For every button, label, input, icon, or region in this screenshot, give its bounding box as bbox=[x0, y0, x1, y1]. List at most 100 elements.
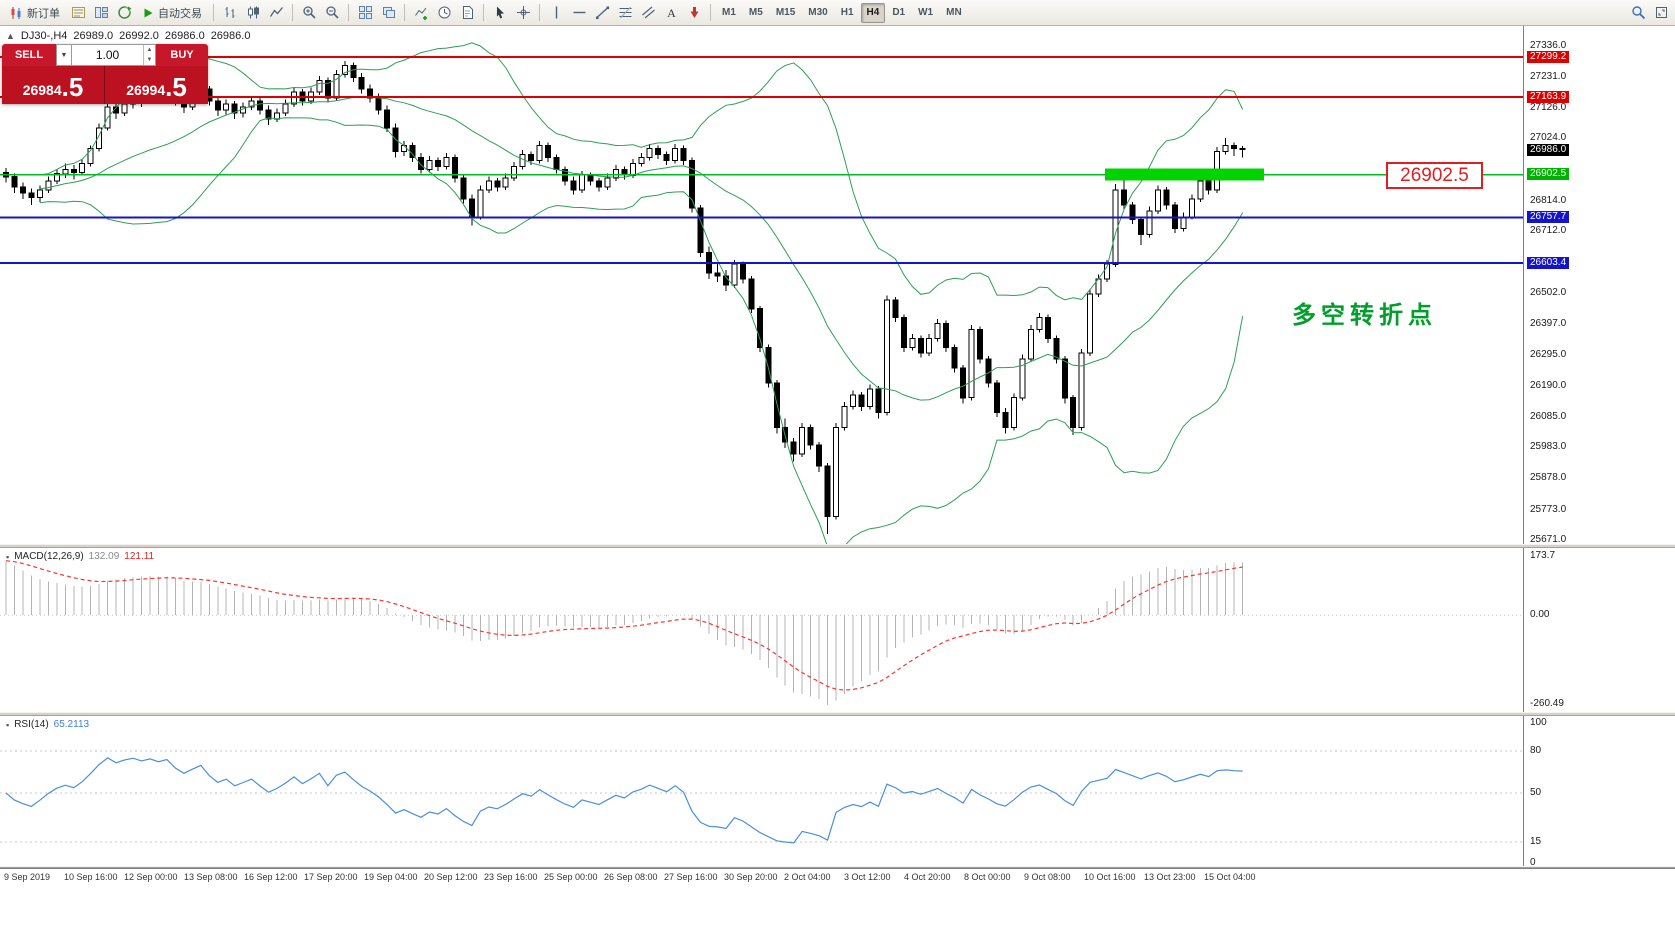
axis-tick: 27163.9 bbox=[1527, 91, 1570, 103]
cascade-windows-icon bbox=[382, 7, 395, 18]
tf-button-h4[interactable]: H4 bbox=[860, 2, 886, 23]
axis-tick: 26295.0 bbox=[1530, 349, 1567, 360]
macd-canvas[interactable] bbox=[0, 548, 1523, 712]
autotrading-label: 自动交易 bbox=[158, 7, 202, 20]
high-value: 26992.0 bbox=[119, 30, 159, 42]
price-callout-box[interactable]: 26902.5 bbox=[1386, 162, 1483, 189]
rsi-chart[interactable] bbox=[0, 716, 1523, 866]
tf-button-d1[interactable]: D1 bbox=[892, 7, 906, 18]
tile-windows-button[interactable] bbox=[354, 2, 376, 24]
zoom-in-button[interactable] bbox=[298, 2, 320, 24]
svg-text:A: A bbox=[667, 6, 676, 20]
rsi-collapse-icon[interactable]: ▪ bbox=[6, 719, 10, 730]
axis-tick: 26986.0 bbox=[1527, 144, 1570, 156]
tf-button-m5[interactable]: M5 bbox=[748, 7, 763, 18]
horizontal-line-button[interactable] bbox=[568, 2, 590, 24]
macd-axis[interactable]: 173.7 0.00 -260.49 bbox=[1523, 548, 1675, 712]
bollinger-band-line bbox=[39, 42, 1244, 301]
tf-button-h1[interactable]: H1 bbox=[840, 7, 854, 18]
terminal-button[interactable] bbox=[113, 2, 135, 24]
indicators-icon bbox=[414, 7, 427, 20]
time-tick: 8 Oct 00:00 bbox=[964, 872, 1011, 882]
sell-price-main: 26984 bbox=[22, 82, 62, 98]
volume-value[interactable]: 1.00 bbox=[95, 48, 120, 62]
time-tick: 9 Sep 2019 bbox=[4, 872, 51, 882]
tf-button-mn[interactable]: MN bbox=[946, 7, 962, 18]
one-click-trading-panel: SELL ▼ 1.00 ▲ ▼ BUY 26984 .5 26994 .5 bbox=[2, 44, 208, 104]
green-highlight-band[interactable] bbox=[1105, 168, 1264, 181]
line-chart-button[interactable] bbox=[265, 2, 287, 24]
fibonacci-icon bbox=[619, 6, 631, 19]
axis-tick: 26603.4 bbox=[1527, 257, 1570, 269]
vertical-line-button[interactable] bbox=[545, 2, 567, 24]
market-watch-icon bbox=[71, 7, 85, 18]
macd-chart[interactable] bbox=[0, 548, 1523, 712]
toolbar-separator bbox=[292, 4, 293, 21]
zoom-out-icon bbox=[325, 6, 339, 19]
axis-tick: 26085.0 bbox=[1530, 411, 1567, 422]
autotrading-button[interactable]: 自动交易 bbox=[136, 2, 208, 24]
axis-tick: 26190.0 bbox=[1530, 380, 1567, 391]
rsi-name: RSI(14) bbox=[14, 719, 49, 730]
volume-decrease-button[interactable]: ▼ bbox=[146, 57, 153, 63]
pane-divider[interactable] bbox=[0, 712, 1675, 716]
arrows-button[interactable] bbox=[683, 2, 705, 24]
zoom-out-button[interactable] bbox=[321, 2, 343, 24]
turning-point-note[interactable]: 多空转折点 bbox=[1292, 302, 1437, 329]
horizontal-line-icon bbox=[573, 11, 585, 14]
toolbar-separator bbox=[539, 4, 540, 21]
sell-price[interactable]: 26984 .5 bbox=[2, 66, 105, 104]
axis-tick: 25671.0 bbox=[1530, 534, 1567, 545]
channel-icon bbox=[641, 6, 655, 19]
bar-chart-button[interactable] bbox=[219, 2, 241, 24]
cascade-windows-button[interactable] bbox=[377, 2, 399, 24]
open-value: 26989.0 bbox=[73, 30, 114, 42]
indicators-button[interactable] bbox=[410, 2, 432, 24]
periods-button[interactable] bbox=[433, 2, 455, 24]
macd-collapse-icon[interactable]: ▪ bbox=[6, 551, 10, 562]
line-chart-icon bbox=[269, 7, 283, 17]
cursor-button[interactable] bbox=[489, 2, 511, 24]
volume-field[interactable]: 1.00 ▲ ▼ bbox=[72, 44, 156, 66]
templates-button[interactable] bbox=[456, 2, 478, 24]
tf-button-m15[interactable]: M15 bbox=[775, 7, 796, 18]
periods-icon bbox=[438, 6, 450, 19]
timeframe-toolbar: M1 M5 M15 M30 H1 H4 D1 W1 MN bbox=[716, 2, 968, 23]
new-order-button[interactable]: 新订单 bbox=[3, 2, 66, 24]
pane-divider[interactable] bbox=[0, 866, 1675, 868]
navigator-button[interactable] bbox=[90, 2, 112, 24]
pane-divider[interactable] bbox=[0, 544, 1675, 548]
tf-button-m30[interactable]: M30 bbox=[808, 7, 828, 18]
volume-increase-button[interactable]: ▲ bbox=[146, 47, 153, 53]
time-tick: 13 Sep 08:00 bbox=[184, 872, 238, 882]
fibonacci-button[interactable] bbox=[614, 2, 636, 24]
tf-button-w1[interactable]: W1 bbox=[918, 7, 934, 18]
crosshair-button[interactable] bbox=[512, 2, 534, 24]
toolbar-separator bbox=[404, 4, 405, 21]
sell-button[interactable]: SELL bbox=[2, 44, 56, 66]
trendline-button[interactable] bbox=[591, 2, 613, 24]
volume-dropdown[interactable]: ▼ bbox=[56, 44, 72, 66]
axis-tick: 0 bbox=[1530, 857, 1536, 868]
market-watch-button[interactable] bbox=[67, 2, 89, 24]
time-axis[interactable]: 9 Sep 2019 10 Sep 16:00 12 Sep 00:00 13 Sep… bbox=[0, 868, 1675, 886]
candlestick-chart[interactable] bbox=[0, 26, 1523, 544]
text-icon: A bbox=[667, 6, 676, 20]
buy-price[interactable]: 26994 .5 bbox=[105, 66, 208, 104]
one-click-collapse-icon[interactable]: ▲ bbox=[6, 31, 15, 41]
tf-button-m1[interactable]: M1 bbox=[722, 7, 736, 18]
rsi-canvas[interactable] bbox=[0, 716, 1523, 866]
buy-button[interactable]: BUY bbox=[156, 44, 208, 66]
search-button[interactable] bbox=[1627, 2, 1649, 24]
main-chart-canvas[interactable] bbox=[0, 26, 1523, 544]
toolbar-separator bbox=[213, 4, 214, 21]
axis-tick: 0.00 bbox=[1530, 609, 1550, 620]
axis-tick: 15 bbox=[1530, 836, 1542, 847]
candle-chart-button[interactable] bbox=[242, 2, 264, 24]
rsi-axis[interactable]: 100 80 50 15 0 bbox=[1523, 716, 1675, 868]
price-axis[interactable]: 27336.0 27299.2 27231.0 27163.9 27126.0 27024… bbox=[1523, 26, 1675, 545]
channel-button[interactable] bbox=[637, 2, 659, 24]
text-button[interactable]: A bbox=[660, 2, 682, 24]
full-screen-button[interactable] bbox=[1650, 2, 1672, 24]
time-tick: 3 Oct 12:00 bbox=[844, 872, 891, 882]
